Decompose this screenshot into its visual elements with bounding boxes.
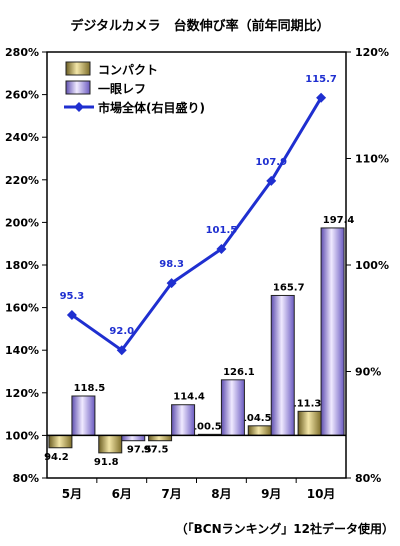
legend-label: コンパクト bbox=[98, 63, 158, 77]
market-point bbox=[316, 92, 327, 103]
right-tick-label: 80% bbox=[355, 472, 381, 485]
market-point bbox=[166, 278, 177, 289]
left-tick-label: 220% bbox=[5, 174, 39, 187]
chart-title: デジタルカメラ 台数伸び率（前年同期比） bbox=[70, 18, 329, 34]
market-point bbox=[266, 175, 277, 186]
dslr-value-label: 114.4 bbox=[173, 392, 205, 403]
compact-value-label: 94.2 bbox=[44, 452, 69, 463]
market-value-label: 107.9 bbox=[255, 157, 287, 168]
left-tick-label: 140% bbox=[5, 344, 39, 357]
dslr-bar bbox=[220, 379, 245, 436]
right-tick-label: 100% bbox=[355, 259, 389, 272]
market-point bbox=[216, 244, 227, 255]
category-label: 7月 bbox=[161, 487, 181, 501]
dslr-value-label: 118.5 bbox=[74, 383, 106, 394]
dslr-value-label: 126.1 bbox=[223, 367, 255, 378]
market-line bbox=[71, 97, 323, 353]
compact-value-label: 97.5 bbox=[144, 445, 169, 456]
dslr-value-label: 97.5 bbox=[127, 445, 152, 456]
legend-label: 市場全体(右目盛り) bbox=[98, 100, 205, 115]
plot-area: 80% 100% 120% 140% 160% 180% 200% 220% 240% 260% 2… bbox=[5, 46, 389, 501]
market-value-label: 92.0 bbox=[109, 326, 134, 337]
category-label: 6月 bbox=[112, 487, 132, 501]
market-value-label: 98.3 bbox=[159, 259, 184, 270]
category-label: 10月 bbox=[307, 487, 336, 501]
dslr-bar bbox=[270, 294, 295, 436]
market-point bbox=[116, 345, 127, 356]
left-tick-label: 180% bbox=[5, 259, 39, 272]
left-tick-label: 100% bbox=[5, 429, 39, 442]
source-note: （「BCNランキング」12社データ使用） bbox=[176, 521, 394, 536]
dslr-legend-swatch bbox=[65, 80, 91, 95]
left-tick-label: 160% bbox=[5, 302, 39, 315]
compact-value-label: 104.5 bbox=[240, 413, 272, 424]
left-tick-label: 200% bbox=[5, 216, 39, 229]
market-value-label: 101.5 bbox=[206, 225, 238, 236]
dslr-bar bbox=[171, 404, 196, 436]
left-tick-label: 280% bbox=[5, 46, 39, 59]
right-tick-label: 120% bbox=[355, 46, 389, 59]
dslr-bar bbox=[71, 395, 96, 436]
compact-bar bbox=[247, 425, 272, 436]
left-tick-label: 260% bbox=[5, 89, 39, 102]
compact-bar bbox=[148, 434, 173, 442]
legend-label: 一眼レフ bbox=[98, 82, 146, 96]
compact-value-label: 100.5 bbox=[190, 421, 222, 432]
dslr-bar bbox=[320, 227, 345, 436]
compact-bar bbox=[98, 434, 123, 454]
category-label: 5月 bbox=[62, 487, 82, 501]
left-tick-label: 80% bbox=[13, 472, 39, 485]
dslr-bar bbox=[121, 434, 146, 442]
left-tick-label: 240% bbox=[5, 131, 39, 144]
dslr-value-label: 165.7 bbox=[273, 282, 305, 293]
compact-legend-swatch bbox=[65, 61, 91, 76]
market-legend-marker bbox=[74, 102, 84, 112]
market-value-label: 95.3 bbox=[60, 291, 85, 302]
category-label: 9月 bbox=[261, 487, 281, 501]
compact-bar bbox=[297, 410, 322, 436]
compact-value-label: 111.3 bbox=[290, 398, 322, 409]
dslr-value-label: 197.4 bbox=[323, 215, 355, 226]
compact-value-label: 91.8 bbox=[94, 457, 119, 468]
left-tick-label: 120% bbox=[5, 387, 39, 400]
right-tick-label: 90% bbox=[355, 366, 381, 379]
compact-bar bbox=[48, 434, 73, 449]
category-label: 8月 bbox=[211, 487, 231, 501]
right-tick-label: 110% bbox=[355, 153, 389, 166]
market-point bbox=[66, 310, 77, 321]
market-value-label: 115.7 bbox=[305, 74, 337, 85]
